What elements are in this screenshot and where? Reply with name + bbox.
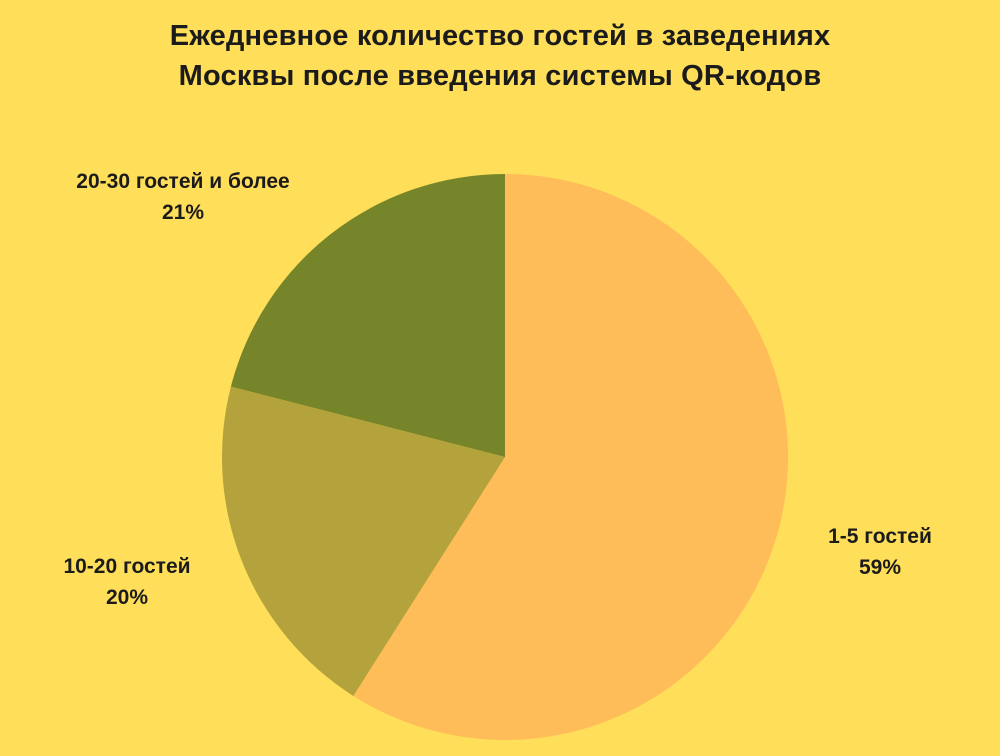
label-20-30-guests-text: 20-30 гостей и более	[76, 170, 290, 193]
label-1-5-guests-text: 1-5 гостей	[828, 525, 932, 548]
chart-title-line1: Ежедневное количество гостей в заведения…	[169, 20, 831, 52]
label-1-5-guests: 1-5 гостей 59%	[770, 521, 990, 583]
pie-slice-2	[230, 174, 505, 457]
label-20-30-guests: 20-30 гостей и более 21%	[38, 166, 328, 228]
label-10-20-guests-percent: 20%	[105, 586, 149, 609]
pie-slice-1	[221, 386, 505, 696]
pie-slice-0	[353, 174, 789, 740]
label-1-5-guests-percent: 59%	[858, 556, 902, 579]
chart-title-line2: Москвы после введения системы QR-кодов	[178, 60, 822, 92]
label-10-20-guests: 10-20 гостей 20%	[17, 551, 237, 613]
label-10-20-guests-text: 10-20 гостей	[63, 555, 191, 578]
chart-title: Ежедневное количество гостей в заведения…	[0, 16, 1000, 96]
label-20-30-guests-percent: 21%	[161, 201, 205, 224]
